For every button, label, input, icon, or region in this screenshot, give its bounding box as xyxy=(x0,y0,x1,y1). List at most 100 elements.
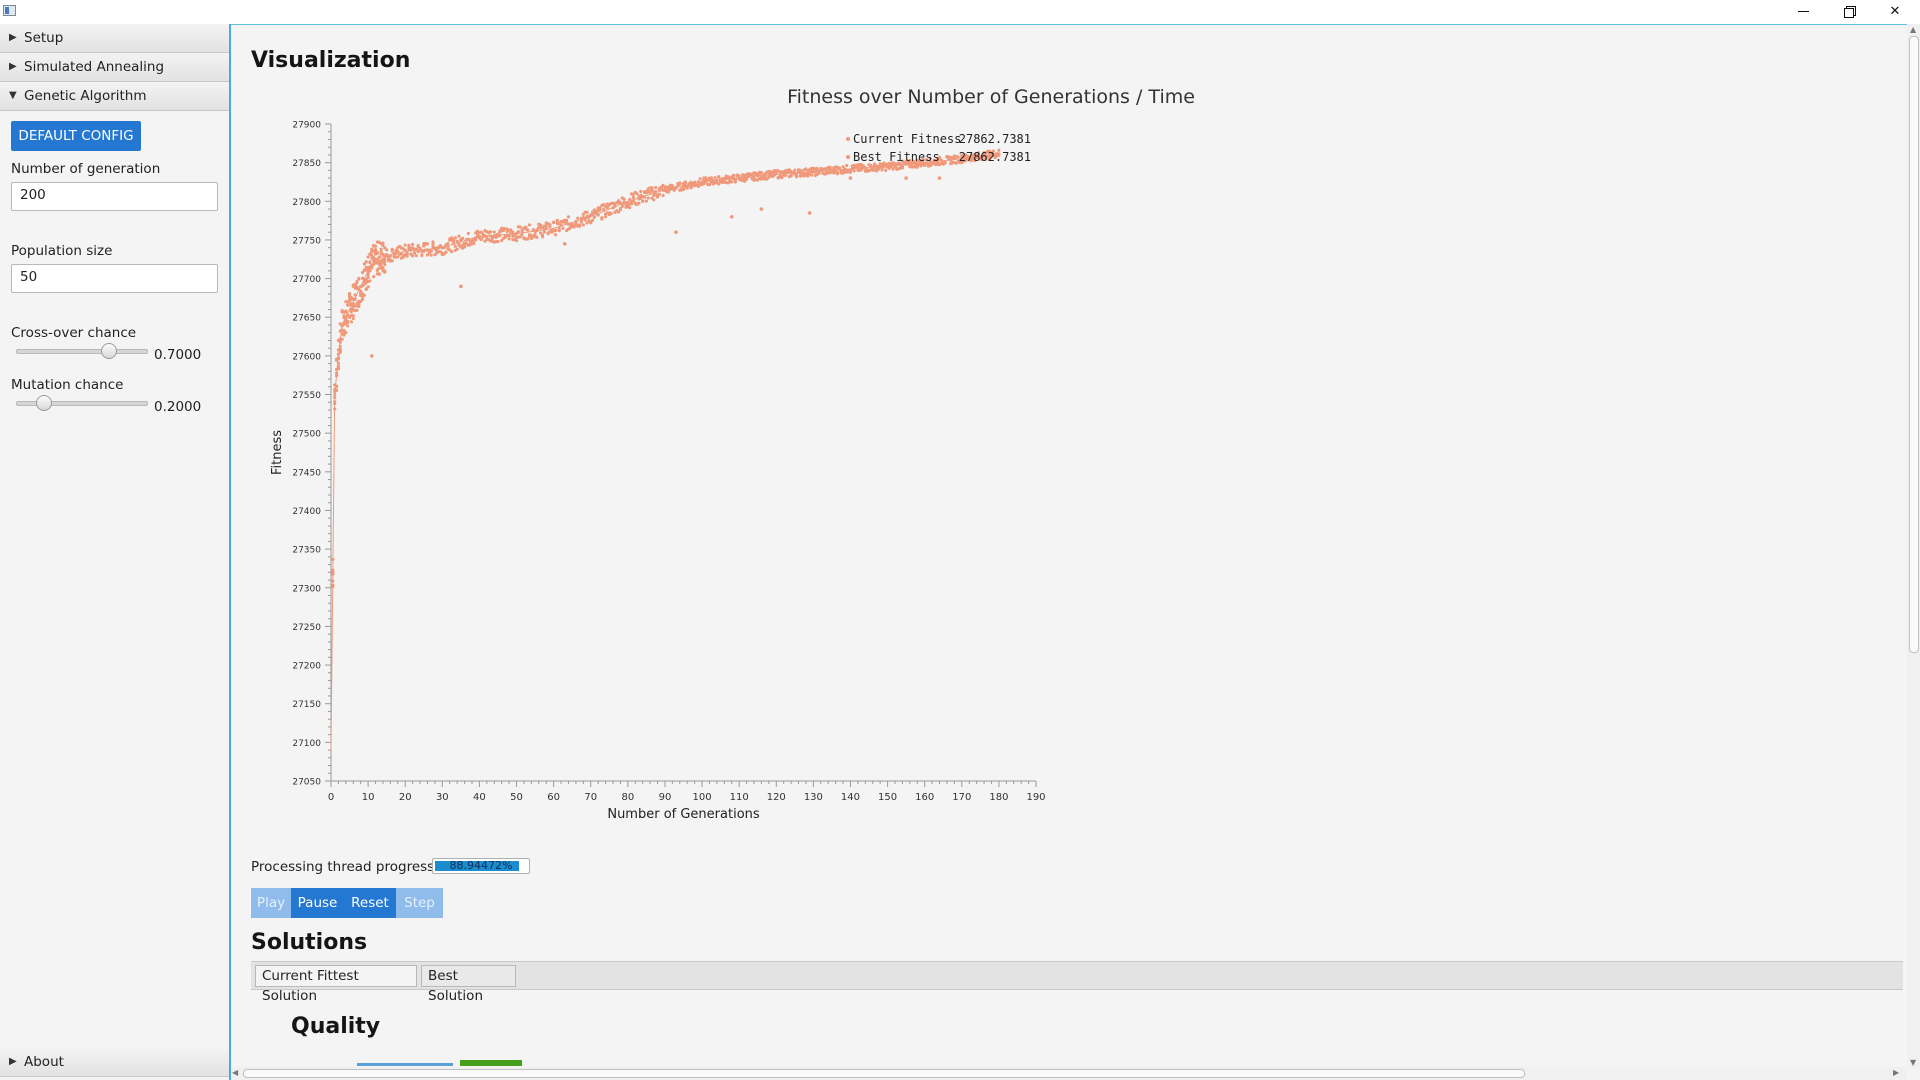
scroll-left-icon[interactable]: ◀ xyxy=(232,1068,239,1077)
scatter-point xyxy=(628,206,632,210)
accordion-simulated-annealing[interactable]: ▶ Simulated Annealing xyxy=(0,53,229,82)
genetic-algorithm-panel: DEFAULT CONFIG Number of generation 200 … xyxy=(0,111,229,1049)
population-size-input[interactable]: 50 xyxy=(11,264,218,293)
scatter-point xyxy=(639,189,643,193)
scroll-up-icon[interactable]: ▲ xyxy=(1910,25,1917,34)
accordion-genetic-algorithm[interactable]: ▼ Genetic Algorithm xyxy=(0,82,229,111)
scatter-point xyxy=(759,171,764,175)
scatter-point xyxy=(401,255,405,259)
accordion-genetic-algorithm-label: Genetic Algorithm xyxy=(24,88,147,104)
x-tick-label: 120 xyxy=(767,792,786,803)
scatter-point xyxy=(587,215,591,220)
y-tick-label: 27800 xyxy=(292,198,321,208)
scatter-point xyxy=(453,236,457,240)
scatter-point xyxy=(631,199,636,203)
accordion-about-label: About xyxy=(24,1054,64,1070)
tab-best-solution[interactable]: Best Solution xyxy=(421,965,516,1004)
scatter-point xyxy=(368,269,372,273)
scatter-point xyxy=(650,186,654,190)
x-tick-label: 130 xyxy=(804,792,823,803)
x-tick-label: 50 xyxy=(510,792,523,803)
scatter-point xyxy=(622,197,626,201)
scatter-point xyxy=(576,216,580,220)
scatter-point xyxy=(795,175,799,179)
solutions-tabs: Current Fittest Solution Best Solution xyxy=(251,961,1903,1004)
scatter-point xyxy=(507,237,511,241)
x-tick-label: 20 xyxy=(399,792,412,803)
mutation-slider[interactable] xyxy=(16,395,148,411)
scatter-point xyxy=(334,374,339,378)
num-generations-input[interactable]: 200 xyxy=(11,182,218,211)
play-button[interactable]: Play xyxy=(251,888,291,918)
accordion-about[interactable]: ▶ About xyxy=(0,1048,229,1077)
scatter-point xyxy=(338,340,342,344)
scatter-point xyxy=(366,285,370,289)
horizontal-scrollbar[interactable]: ◀ ▶ xyxy=(231,1067,1907,1080)
scatter-point xyxy=(396,249,400,253)
scatter-point xyxy=(385,248,389,252)
minimize-button[interactable] xyxy=(1780,0,1826,22)
scatter-point xyxy=(509,228,513,232)
accordion-simulated-annealing-label: Simulated Annealing xyxy=(24,59,165,75)
scatter-point xyxy=(657,192,661,196)
scatter-point xyxy=(390,259,394,263)
horizontal-scroll-thumb[interactable] xyxy=(243,1069,1525,1078)
x-tick-label: 150 xyxy=(878,792,897,803)
scatter-point xyxy=(527,223,532,227)
quality-title: Quality xyxy=(291,1014,381,1039)
scatter-point xyxy=(602,207,606,212)
restore-icon xyxy=(1843,5,1856,18)
scatter-point xyxy=(340,337,344,341)
tab-current-fittest-solution[interactable]: Current Fittest Solution xyxy=(255,965,417,1004)
scatter-point xyxy=(605,205,610,210)
crossover-slider[interactable] xyxy=(16,343,148,359)
pause-button[interactable]: Pause xyxy=(291,888,344,918)
close-button[interactable]: ✕ xyxy=(1872,0,1918,22)
scatter-point xyxy=(709,176,713,180)
scatter-point xyxy=(635,192,639,196)
accordion-setup[interactable]: ▶ Setup xyxy=(0,24,229,53)
scatter-point xyxy=(644,199,648,203)
scatter-point xyxy=(461,236,465,241)
scatter-outlier xyxy=(370,354,374,358)
scatter-point xyxy=(997,152,1001,156)
vertical-scrollbar[interactable]: ▲ ▼ xyxy=(1907,24,1920,1069)
scatter-outlier xyxy=(848,176,853,180)
sidebar: ▶ Setup ▶ Simulated Annealing ▼ Genetic … xyxy=(0,24,231,1080)
scatter-point xyxy=(366,275,370,280)
scatter-point xyxy=(516,230,520,234)
scatter-point xyxy=(366,273,370,277)
scroll-right-icon[interactable]: ▶ xyxy=(1893,1068,1900,1077)
mutation-slider-thumb[interactable] xyxy=(36,395,52,411)
scatter-point xyxy=(418,246,422,251)
scatter-point xyxy=(466,231,470,235)
scatter-point xyxy=(372,275,376,279)
reset-button[interactable]: Reset xyxy=(344,888,396,918)
step-button[interactable]: Step xyxy=(396,888,443,918)
scatter-point xyxy=(333,392,337,397)
scatter-point xyxy=(880,168,884,172)
scatter-point xyxy=(661,193,665,197)
vertical-scroll-thumb[interactable] xyxy=(1909,36,1919,653)
scatter-point xyxy=(757,173,762,177)
x-tick-label: 40 xyxy=(473,792,486,803)
scatter-point xyxy=(429,253,433,257)
x-tick-label: 110 xyxy=(730,792,749,803)
scatter-point xyxy=(429,249,433,253)
scatter-point xyxy=(346,324,350,328)
scatter-point xyxy=(449,250,454,254)
scatter-point xyxy=(455,247,459,251)
progress-fill xyxy=(435,861,519,871)
scatter-point xyxy=(390,247,394,251)
crossover-slider-thumb[interactable] xyxy=(101,343,117,359)
scatter-point xyxy=(412,251,417,255)
scatter-point xyxy=(915,165,919,169)
scatter-point xyxy=(553,228,558,232)
scatter-point xyxy=(641,199,645,203)
x-tick-label: 30 xyxy=(436,792,449,803)
restore-button[interactable] xyxy=(1826,0,1872,22)
scroll-down-icon[interactable]: ▼ xyxy=(1910,1058,1917,1067)
default-config-button[interactable]: DEFAULT CONFIG xyxy=(11,121,141,151)
y-tick-label: 27150 xyxy=(292,700,321,710)
scatter-point xyxy=(496,240,500,244)
